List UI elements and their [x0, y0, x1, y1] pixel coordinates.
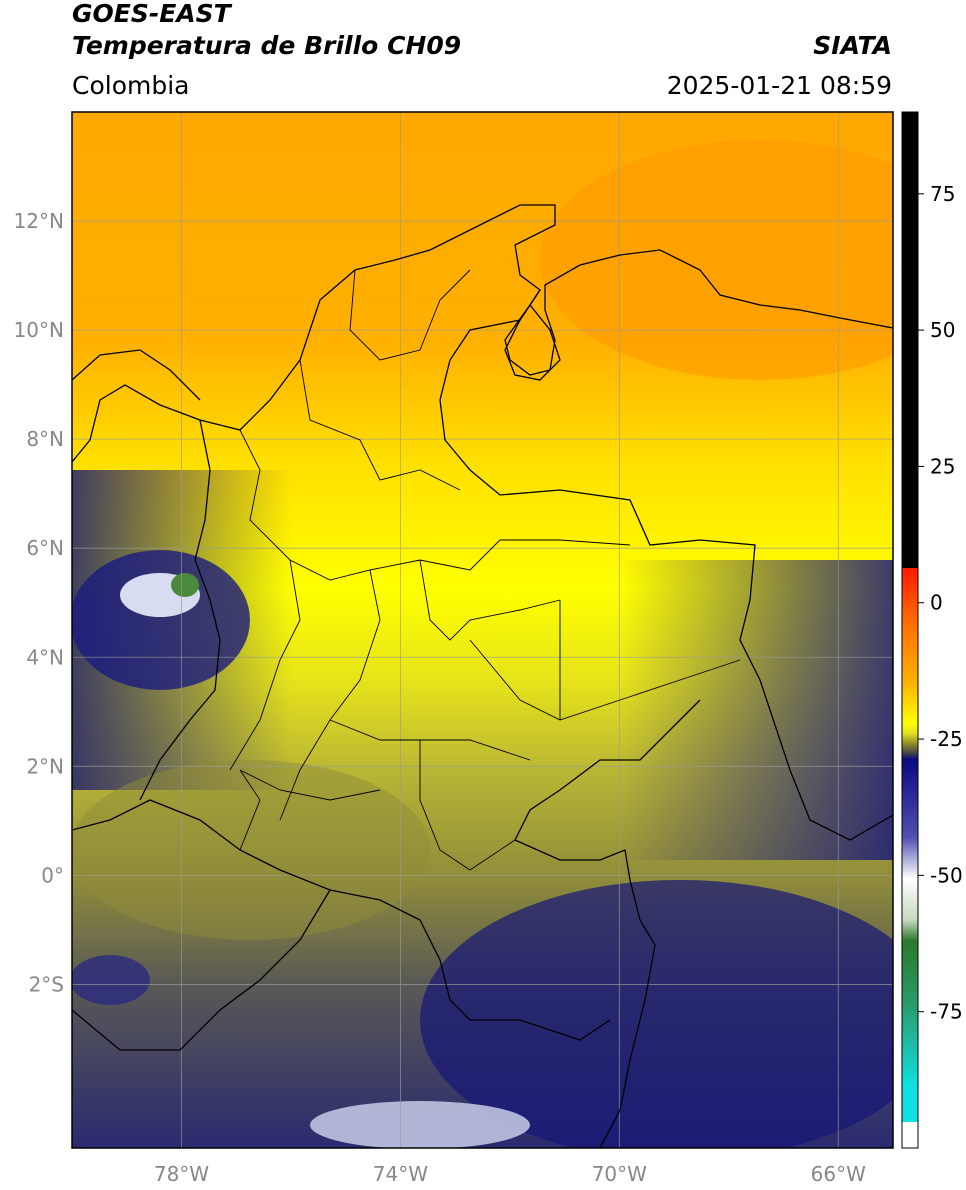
- department-borders: [229, 269, 741, 871]
- colorbar-tick-label: 50: [930, 318, 955, 342]
- lat-tick-label: 2°N: [26, 754, 64, 778]
- deep-convection-west: [72, 550, 250, 690]
- lat-tick-label: 2°S: [29, 972, 64, 996]
- colombia-brazil-border: [514, 699, 701, 1148]
- region-label: Colombia: [72, 71, 190, 100]
- southwest-cloud: [72, 955, 150, 1005]
- lon-tick-label: 70°W: [592, 1162, 647, 1186]
- datetime-label: 2025-01-21 08:59: [666, 71, 892, 100]
- lon-tick-label: 78°W: [154, 1162, 209, 1186]
- lon-tick-label: 74°W: [373, 1162, 428, 1186]
- colorbar: [901, 111, 919, 1149]
- longitude-tick-labels: 78°W 74°W 70°W 66°W: [154, 1162, 866, 1186]
- lat-tick-label: 8°N: [26, 427, 64, 451]
- lat-tick-label: 6°N: [26, 536, 64, 560]
- lat-tick-label: 10°N: [14, 318, 64, 342]
- colorbar-tick-label: 0: [930, 591, 943, 615]
- lat-tick-label: 4°N: [26, 645, 64, 669]
- colorbar-tick-label: 75: [930, 182, 955, 206]
- mid-level-cloud: [72, 760, 430, 940]
- coldest-cloud-core: [171, 573, 199, 597]
- pacific-coast: [139, 419, 221, 801]
- map-frame: [71, 111, 894, 1149]
- satellite-title: GOES-EAST: [72, 0, 231, 28]
- lon-tick-label: 66°W: [811, 1162, 866, 1186]
- venezuela-colombia-border: [439, 289, 893, 841]
- warm-anomaly: [540, 140, 893, 380]
- colombia-ecuador-peru-border: [72, 799, 611, 1041]
- colorbar-tick-label: 25: [930, 454, 955, 478]
- product-title: Temperatura de Brillo CH09: [72, 31, 462, 60]
- eastern-cloud-band: [620, 560, 893, 860]
- latitude-tick-labels: 12°N 10°N 8°N 6°N 4°N 2°N 0° 2°S: [14, 209, 64, 996]
- lake-maracaibo: [504, 303, 561, 381]
- panama-coast: [72, 349, 201, 401]
- southern-cold-tops: [310, 1101, 530, 1148]
- colorbar-tick-label: -75: [930, 1000, 963, 1024]
- colorbar-tick-label: -50: [930, 863, 963, 887]
- colorbar-tick-labels: 75 50 25 0 -25 -50 -75: [918, 182, 963, 1024]
- graticule: [72, 112, 893, 1148]
- agency-label: SIATA: [813, 31, 892, 60]
- lat-tick-label: 12°N: [14, 209, 64, 233]
- southern-cloud-shield: [420, 880, 893, 1148]
- colorbar-tick-label: -25: [930, 727, 963, 751]
- ecuador-peru-border: [72, 889, 331, 1051]
- lat-tick-label: 0°: [41, 863, 64, 887]
